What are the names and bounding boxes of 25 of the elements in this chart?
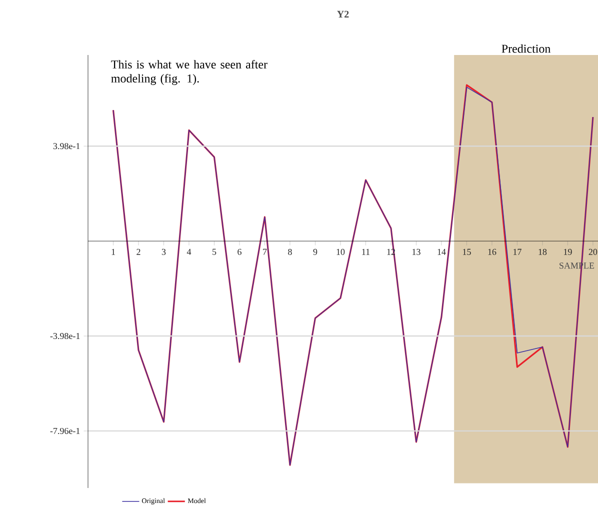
x-tick-label: 11 — [362, 248, 370, 255]
x-tick-label: 17 — [513, 248, 522, 255]
chart-title: Y2 — [337, 10, 349, 18]
x-tick-label: 13 — [412, 248, 420, 255]
x-tick-label: 3 — [162, 248, 166, 255]
y-tick-label: -7.96e-1 — [50, 428, 80, 434]
x-tick-label: 5 — [212, 248, 216, 255]
annotation: This is what we have seen after modeling (fig. 1). — [111, 60, 268, 86]
y-tick-label: -3.98e-1 — [50, 332, 80, 340]
x-tick-label: 6 — [238, 248, 242, 255]
x-tick-label: 10 — [336, 248, 345, 255]
x-tick-label: 18 — [538, 248, 547, 255]
x-tick-label: 19 — [564, 248, 572, 255]
x-tick-label: 8 — [288, 248, 292, 255]
y-tick-label: 3.98e-1 — [53, 143, 80, 150]
x-tick-label: 4 — [186, 248, 192, 255]
x-tick-label: 9 — [313, 248, 318, 255]
band-label: Prediction — [502, 44, 551, 53]
x-tick-label: 7 — [263, 248, 267, 255]
x-tick-label: 1 — [112, 248, 115, 255]
x-tick-label: 15 — [463, 248, 471, 255]
x-tick-label: 16 — [488, 248, 496, 255]
x-tick-label: 14 — [438, 248, 446, 255]
x-tick-label: 2 — [136, 248, 140, 255]
x-tick-label: 20 — [588, 248, 598, 255]
